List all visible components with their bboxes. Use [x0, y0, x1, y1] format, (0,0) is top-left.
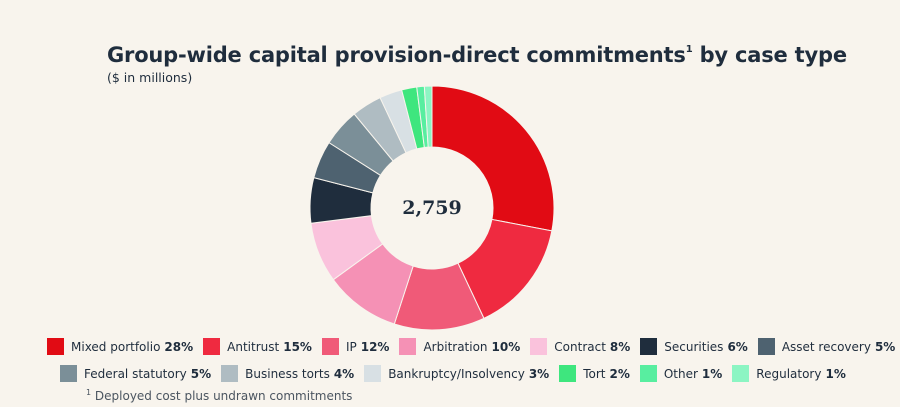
legend-swatch [399, 338, 417, 355]
legend-item-ip: IP 12% [321, 338, 390, 355]
legend-percent: 4% [333, 366, 355, 381]
legend-item-mixed-portfolio: Mixed portfolio 28% [47, 338, 193, 355]
donut-center-total: 2,759 [402, 197, 462, 219]
legend-percent: 6% [727, 339, 748, 354]
legend-label: Business torts [245, 366, 330, 381]
legend-item-securities: Securities 6% [640, 338, 748, 355]
legend-item-federal-statutory: Federal statutory 5% [60, 365, 211, 382]
legend-row-2: Federal statutory 5% Business torts 4% Bankr… [60, 365, 856, 382]
legend-label: Asset recovery [781, 339, 871, 354]
legend-percent: 1% [825, 366, 846, 381]
slice-mixed-portfolio [431, 85, 555, 232]
legend-swatch [639, 365, 657, 382]
legend-percent: 1% [701, 366, 723, 381]
legend-swatch [640, 338, 658, 355]
legend-percent: 10% [491, 339, 521, 354]
legend-row-1: Mixed portfolio 28% Antitrust 15% IP 12% Arbit… [47, 338, 900, 355]
legend-label: Tort [583, 366, 606, 381]
chart-title-footnote-marker: 1 [685, 44, 693, 55]
legend-swatch [60, 365, 77, 382]
legend-label: Arbitration [423, 339, 488, 354]
legend-item-bankruptcy-insolvency: Bankruptcy/Insolvency 3% [364, 365, 549, 382]
donut-chart: 2,759 [309, 85, 555, 331]
legend-swatch [47, 338, 64, 355]
footnote: 1 Deployed cost plus undrawn commitments [86, 388, 352, 403]
legend-item-business-torts: Business torts 4% [221, 365, 354, 382]
slice-regulatory [423, 85, 433, 148]
legend-item-asset-recovery: Asset recovery 5% [757, 338, 896, 355]
donut-slices [309, 85, 555, 331]
chart-title-suffix: by case type [692, 43, 848, 67]
legend-percent: 28% [164, 339, 194, 354]
legend-swatch [757, 338, 775, 355]
legend-item-tort: Tort 2% [559, 365, 630, 382]
legend-item-contract: Contract 8% [530, 338, 630, 355]
legend-swatch [732, 365, 750, 382]
legend-label: Mixed portfolio [71, 339, 161, 354]
legend-percent: 15% [283, 339, 312, 354]
legend-swatch [203, 338, 221, 355]
legend-label: Regulatory [756, 366, 822, 381]
legend-item-antitrust: Antitrust 15% [203, 338, 312, 355]
legend-percent: 12% [360, 339, 390, 354]
legend-percent: 8% [609, 339, 631, 354]
chart-subtitle: ($ in millions) [107, 70, 193, 85]
legend-label: IP [345, 339, 357, 354]
chart-title-text: Group-wide capital provision-direct comm… [107, 43, 686, 67]
legend-item-regulatory: Regulatory 1% [732, 365, 846, 382]
legend-swatch [530, 338, 548, 355]
footnote-marker: 1 [86, 388, 92, 397]
chart-title: Group-wide capital provision-direct comm… [107, 43, 847, 67]
legend-label: Contract [554, 339, 606, 354]
legend-swatch [221, 365, 239, 382]
legend-label: Antitrust [227, 339, 280, 354]
legend-item-other: Other 1% [639, 365, 723, 382]
legend-swatch [364, 365, 382, 382]
legend-label: Securities [664, 339, 724, 354]
legend-label: Bankruptcy/Insolvency [388, 366, 525, 381]
legend-item-arbitration: Arbitration 10% [399, 338, 520, 355]
legend-percent: 5% [190, 366, 212, 381]
legend-percent: 2% [609, 366, 630, 381]
legend-swatch [321, 338, 339, 355]
legend-percent: 5% [874, 339, 896, 354]
legend-percent: 3% [528, 366, 550, 381]
legend-label: Other [663, 366, 698, 381]
legend-swatch [559, 365, 577, 382]
legend-label: Federal statutory [84, 366, 187, 381]
footnote-text: Deployed cost plus undrawn commitments [91, 389, 353, 403]
